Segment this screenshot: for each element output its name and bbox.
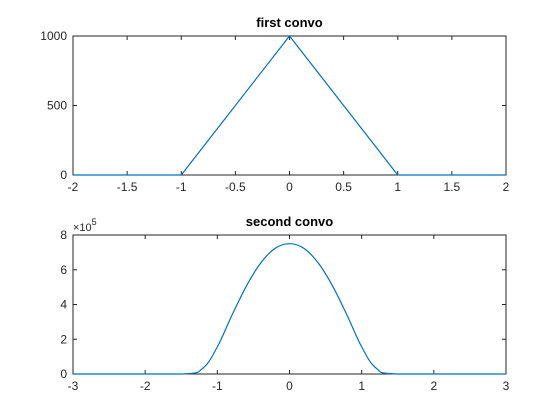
y-tick-label: 4 [60,298,67,312]
chart-title: second convo [246,214,333,229]
y-tick-label: 2 [60,332,67,346]
x-tick-label: 2 [430,379,437,393]
series-line-1 [73,35,506,176]
x-tick-label: 1 [394,180,401,194]
y-tick-label: 500 [47,99,67,113]
x-tick-label: -2 [140,379,151,393]
chart-title: first convo [256,15,323,30]
x-tick-label: 1.5 [444,180,461,194]
x-tick-label: -1.5 [117,180,138,194]
y-tick-label: 8 [60,228,67,242]
axes-box [72,35,507,176]
x-tick-label: 0 [286,379,293,393]
x-tick-label: 0.5 [335,180,352,194]
y-exponent-label: ×105 [73,217,97,234]
x-tick-label: -1 [176,180,187,194]
x-tick-label: -2 [68,180,79,194]
subplot-2: -3 -2 -1 0 1 2 3 0 2 4 6 8 ×105 second convo [60,214,509,393]
y-tick-label: 6 [60,263,67,277]
x-tick-label: -1 [212,379,223,393]
y-exponent-power: 5 [92,217,97,227]
axes-box [72,234,507,375]
y-tick-label: 0 [60,168,67,182]
y-tick-label: 1000 [40,29,67,43]
x-tick-label: 2 [503,180,510,194]
x-tick-label: -0.5 [225,180,246,194]
x-tick-label: 0 [286,180,293,194]
y-exponent-base: ×10 [73,222,92,234]
x-tick-label: -3 [68,379,79,393]
x-tick-label: 3 [503,379,510,393]
series-line-2 [73,243,506,375]
subplot-1: -2 -1.5 -1 -0.5 0 0.5 1 1.5 2 0 500 1000 first convo [40,15,509,194]
x-tick-label: 1 [358,379,365,393]
y-tick-label: 0 [60,367,67,381]
